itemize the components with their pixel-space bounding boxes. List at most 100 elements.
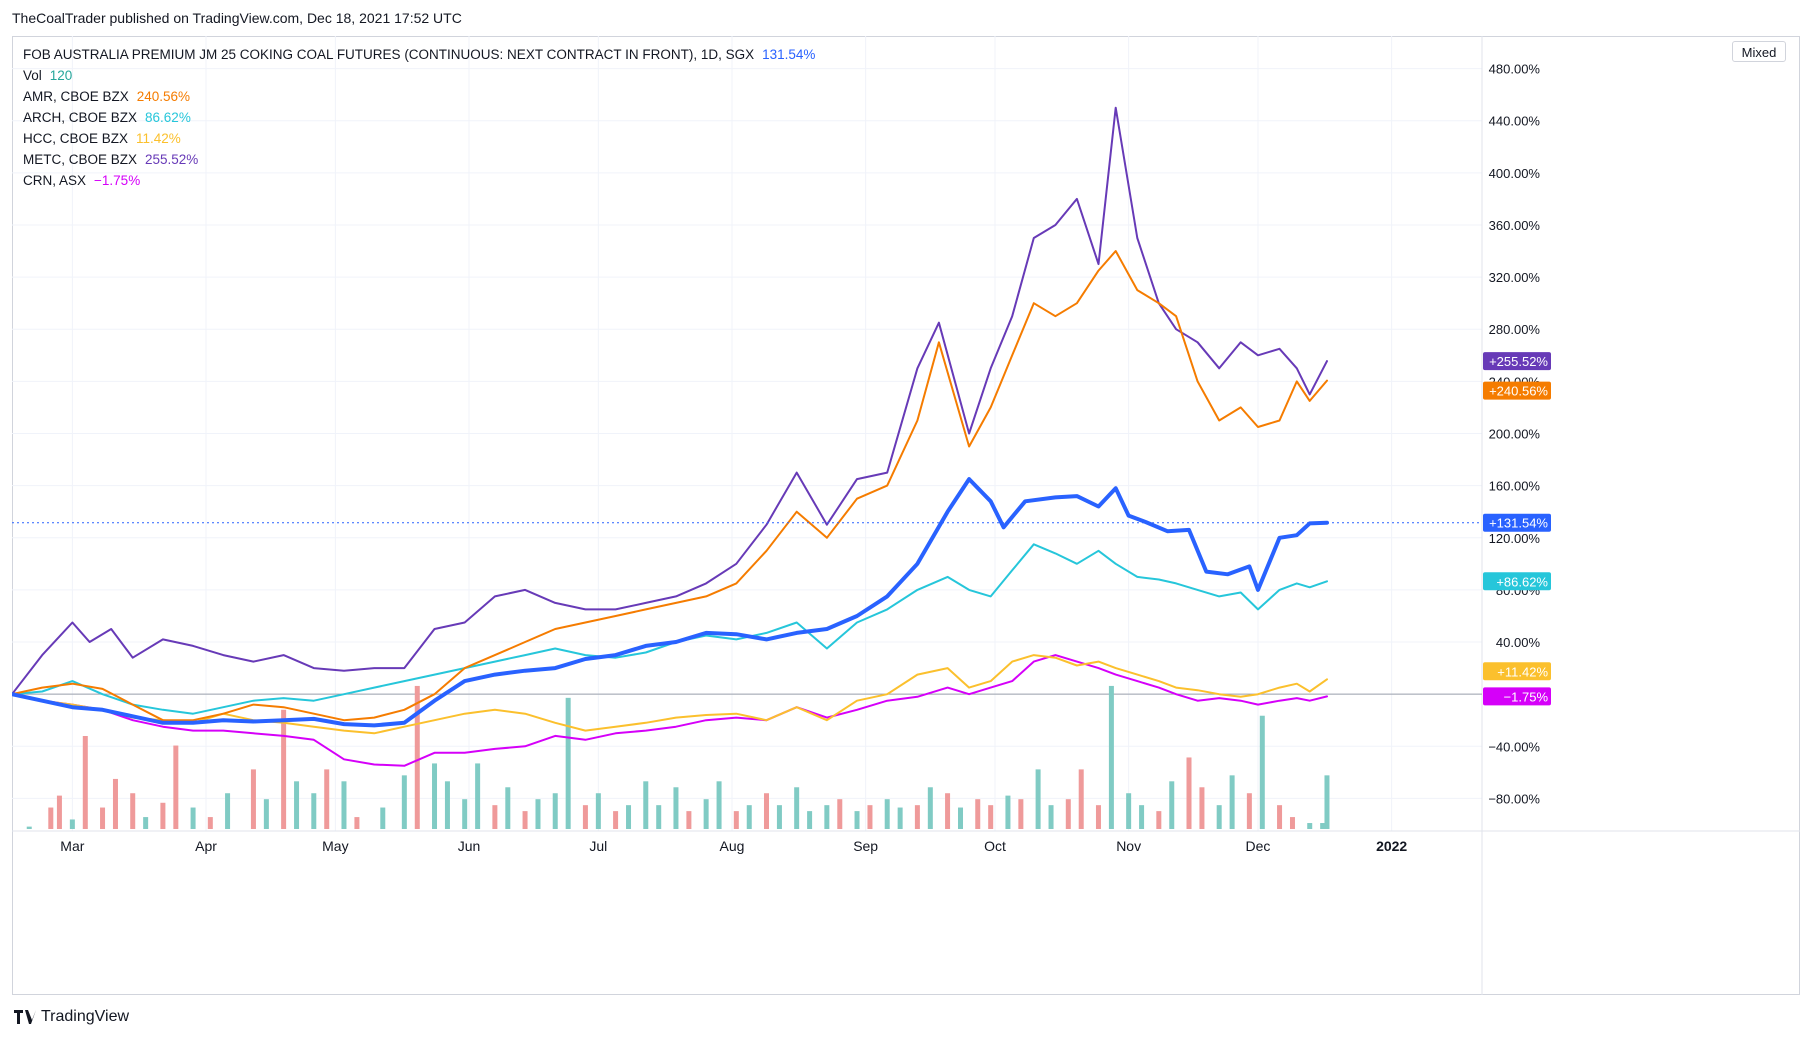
time-tick-label: Dec	[1246, 838, 1271, 854]
volume-bar	[1095, 805, 1101, 829]
volume-bar	[733, 811, 739, 829]
volume-bar	[1018, 799, 1024, 829]
last-value-badge	[1483, 662, 1551, 681]
volume-bars	[26, 685, 1330, 829]
volume-bar	[1078, 769, 1084, 829]
volume-bar	[56, 795, 62, 829]
series-line	[12, 250, 1328, 722]
legend-series-arch[interactable]: ARCH, CBOE BZX 86.62%	[23, 107, 815, 128]
volume-bar	[1186, 757, 1192, 829]
volume-bar	[854, 811, 860, 829]
last-value-labels: +11.42% +240.56% +131.54% +86.62% +255.52% −1…	[1483, 352, 1551, 706]
series-line	[12, 543, 1328, 715]
volume-bar	[380, 807, 386, 829]
last-value-text: +131.54%	[1489, 516, 1548, 531]
legend-series-value: 11.42%	[136, 131, 181, 146]
volume-bar	[763, 793, 769, 829]
volume-bar	[1065, 799, 1071, 829]
legend-series-metc[interactable]: METC, CBOE BZX 255.52%	[23, 149, 815, 170]
volume-bar	[794, 787, 800, 829]
price-tick-label: 160.00%	[1489, 479, 1541, 494]
volume-bar	[354, 817, 360, 829]
volume-bar	[975, 799, 981, 829]
price-tick-label: −40.00%	[1488, 739, 1540, 754]
volume-bar	[656, 805, 662, 829]
time-tick-label: Oct	[984, 838, 1006, 854]
volume-bar	[746, 805, 752, 829]
volume-bar	[837, 799, 843, 829]
volume-bar	[1246, 793, 1252, 829]
volume-bar	[535, 799, 541, 829]
last-value-text: +86.62%	[1496, 574, 1548, 589]
volume-bar	[82, 736, 88, 829]
volume-bar	[1048, 805, 1054, 829]
volume-bar	[1259, 715, 1265, 829]
legend-volume-value: 120	[49, 68, 73, 83]
time-tick-label: May	[322, 838, 348, 854]
volume-bar	[1126, 793, 1132, 829]
volume-bar	[190, 807, 196, 829]
volume-bar	[475, 763, 481, 829]
tradingview-footer[interactable]: TradingView	[14, 1008, 129, 1026]
price-tick-label: 200.00%	[1489, 427, 1541, 442]
legend-series-label: HCC, CBOE BZX	[23, 131, 129, 146]
tradingview-logo-icon	[14, 1009, 36, 1024]
volume-bar	[207, 817, 213, 829]
volume-bar	[958, 807, 964, 829]
volume-bar	[1324, 775, 1330, 829]
time-tick-label: 2022	[1376, 838, 1407, 854]
legend-main-row[interactable]: FOB AUSTRALIA PREMIUM JM 25 COKING COAL …	[23, 44, 815, 65]
volume-bar	[643, 781, 649, 829]
last-value-badge	[1483, 381, 1551, 400]
price-tick-label: 120.00%	[1489, 531, 1541, 546]
volume-bar	[1307, 823, 1313, 829]
legend-series-value: 255.52%	[145, 152, 199, 167]
volume-bar	[673, 787, 679, 829]
scale-mode-button[interactable]: Mixed	[1732, 41, 1786, 62]
legend-series-crn[interactable]: CRN, ASX −1.75%	[23, 170, 815, 191]
legend-series-amr[interactable]: AMR, CBOE BZX 240.56%	[23, 86, 815, 107]
volume-bar	[613, 811, 619, 829]
volume-bar	[462, 799, 468, 829]
volume-bar	[522, 811, 528, 829]
legend-series-hcc[interactable]: HCC, CBOE BZX 11.42%	[23, 128, 815, 149]
time-tick-label: Nov	[1116, 838, 1141, 854]
volume-bar	[595, 793, 601, 829]
volume-bar	[1199, 787, 1205, 829]
volume-bar	[173, 745, 179, 829]
legend-volume-row[interactable]: Vol 120	[23, 65, 815, 86]
volume-bar	[401, 775, 407, 829]
legend-volume-label: Vol	[23, 68, 42, 83]
time-axis-labels: Mar Apr May Jun Jul Aug Sep Oct Nov Dec 2022	[60, 838, 1407, 854]
footer-brand: TradingView	[41, 1008, 130, 1025]
chart-frame	[12, 36, 1800, 995]
volume-bar	[1320, 823, 1326, 829]
volume-bar	[552, 793, 558, 829]
volume-bar	[582, 805, 588, 829]
volume-bar	[927, 787, 933, 829]
volume-bar	[807, 811, 813, 829]
volume-bar	[1229, 775, 1235, 829]
volume-bar	[1139, 805, 1145, 829]
last-value-badge	[1483, 352, 1551, 371]
volume-bar	[225, 793, 231, 829]
volume-bar	[263, 799, 269, 829]
volume-bar	[414, 685, 420, 829]
volume-bar	[988, 805, 994, 829]
legend-series-label: CRN, ASX	[23, 173, 87, 188]
volume-bar	[311, 793, 317, 829]
legend-series-label: METC, CBOE BZX	[23, 152, 138, 167]
time-tick-label: Jul	[589, 838, 607, 854]
chart-canvas[interactable]: 480.00% 440.00% 400.00% 360.00% 320.00% 280.0…	[12, 36, 1800, 995]
volume-bar	[884, 799, 890, 829]
volume-bar	[48, 807, 54, 829]
legend-main-label: FOB AUSTRALIA PREMIUM JM 25 COKING COAL …	[23, 47, 755, 62]
price-tick-label: 400.00%	[1489, 166, 1541, 181]
volume-bar	[130, 793, 136, 829]
time-tick-label: Mar	[60, 838, 84, 854]
price-tick-label: 440.00%	[1489, 114, 1541, 129]
time-tick-label: Aug	[720, 838, 745, 854]
volume-bar	[444, 781, 450, 829]
volume-bar	[945, 793, 951, 829]
series-line	[12, 106, 1328, 696]
